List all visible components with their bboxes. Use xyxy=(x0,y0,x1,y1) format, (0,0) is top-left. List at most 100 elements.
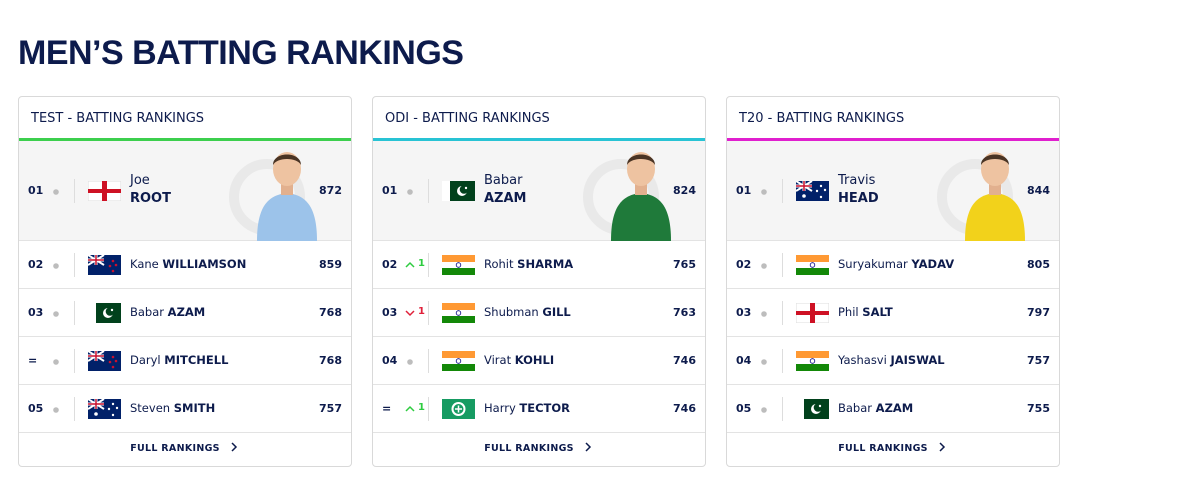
first-name: Virat xyxy=(484,353,512,367)
first-name: Yashasvi xyxy=(838,353,887,367)
player-silhouette xyxy=(965,152,1025,241)
rating: 768 xyxy=(319,354,342,367)
movement xyxy=(759,306,781,320)
ranking-row: 02 Kane WILLIAMSON 859 xyxy=(19,241,351,289)
player-name: Babar AZAM xyxy=(838,401,913,415)
no-change-dot xyxy=(761,359,767,365)
first-name: Daryl xyxy=(130,353,161,367)
rating: 757 xyxy=(319,402,342,415)
link-text: FULL RANKINGS xyxy=(838,443,928,454)
no-change-dot xyxy=(53,359,59,365)
ranking-row: 03 Phil SALT 797 xyxy=(727,289,1059,337)
no-change-dot xyxy=(407,359,413,365)
ranking-row: 05 Babar AZAM 755 xyxy=(727,385,1059,433)
ranking-card: TEST - BATTING RANKINGS 01 Joe ROOT 872 02 Kan… xyxy=(18,96,352,467)
no-change-dot xyxy=(53,263,59,269)
first-name: Babar xyxy=(838,401,873,415)
last-name: WILLIAMSON xyxy=(162,257,247,271)
separator xyxy=(782,349,783,373)
last-name: AZAM xyxy=(484,191,527,206)
last-name: GILL xyxy=(542,305,571,319)
player-name: Kane WILLIAMSON xyxy=(130,257,246,271)
flag-icon xyxy=(88,303,121,323)
ranking-row: 01 Babar AZAM 824 xyxy=(373,141,705,241)
rating: 872 xyxy=(319,184,342,197)
first-name: Babar xyxy=(130,305,165,319)
rank: 03 xyxy=(382,306,398,319)
movement xyxy=(51,184,73,198)
flag-icon xyxy=(442,255,475,275)
last-name: MITCHELL xyxy=(164,353,229,367)
card-title: ODI - BATTING RANKINGS xyxy=(385,111,550,126)
rank: 01 xyxy=(28,184,44,197)
accent-bar xyxy=(727,138,1059,141)
last-name: SALT xyxy=(862,305,893,319)
flag-icon xyxy=(442,303,475,323)
last-name: JAISWAL xyxy=(890,353,945,367)
flag xyxy=(442,303,475,323)
rank: 05 xyxy=(736,402,752,415)
ranking-row: 02 Suryakumar YADAV 805 xyxy=(727,241,1059,289)
change: 1 xyxy=(418,258,425,269)
flag-icon xyxy=(796,255,829,275)
no-change-dot xyxy=(761,189,767,195)
movement xyxy=(51,354,73,368)
separator xyxy=(428,397,429,421)
full-rankings-link[interactable]: FULL RANKINGS xyxy=(19,442,351,454)
first-name: Phil xyxy=(838,305,859,319)
rating: 805 xyxy=(1027,258,1050,271)
flag xyxy=(795,302,830,324)
player-name: Steven SMITH xyxy=(130,401,215,415)
movement xyxy=(51,306,73,320)
player-photo xyxy=(605,145,677,241)
change: 1 xyxy=(418,306,425,317)
rank: 02 xyxy=(736,258,752,271)
rank: 04 xyxy=(736,354,752,367)
full-rankings-link[interactable]: FULL RANKINGS xyxy=(373,442,705,454)
ranking-row: 04 Virat KOHLI 746 xyxy=(373,337,705,385)
rating: 763 xyxy=(673,306,696,319)
separator xyxy=(428,179,429,203)
full-rankings-link[interactable]: FULL RANKINGS xyxy=(727,442,1059,454)
rank: 02 xyxy=(382,258,398,271)
flag xyxy=(87,254,121,275)
separator xyxy=(74,349,75,373)
last-name: AZAM xyxy=(875,401,914,415)
last-name: HEAD xyxy=(838,191,879,206)
movement xyxy=(405,184,427,198)
flag-icon xyxy=(795,302,830,324)
movement xyxy=(759,184,781,198)
last-name: KOHLI xyxy=(514,353,555,367)
accent-bar xyxy=(373,138,705,141)
movement xyxy=(51,258,73,272)
rating: 824 xyxy=(673,184,696,197)
last-name: SMITH xyxy=(173,401,216,415)
first-name: Kane xyxy=(130,257,159,271)
first-name: Suryakumar xyxy=(838,257,908,271)
ranking-card: ODI - BATTING RANKINGS 01 Babar AZAM 824 02 1 R… xyxy=(372,96,706,467)
rating: 757 xyxy=(1027,354,1050,367)
rank: = xyxy=(382,402,392,415)
ranking-card: T20 - BATTING RANKINGS 01 Travis HEAD 844 02 S… xyxy=(726,96,1060,467)
separator xyxy=(428,349,429,373)
ranking-row: 02 1 Rohit SHARMA 765 xyxy=(373,241,705,289)
rating: 844 xyxy=(1027,184,1050,197)
chevron xyxy=(928,442,948,454)
card-title: TEST - BATTING RANKINGS xyxy=(31,111,205,126)
movement xyxy=(51,402,73,416)
flag-icon xyxy=(795,180,829,201)
rating: 768 xyxy=(319,306,342,319)
chevron xyxy=(574,442,594,454)
card-title: T20 - BATTING RANKINGS xyxy=(739,111,905,126)
flag-icon xyxy=(87,398,121,419)
ranking-row: 01 Travis HEAD 844 xyxy=(727,141,1059,241)
player-silhouette xyxy=(611,152,671,241)
flag-icon xyxy=(442,399,475,419)
movement xyxy=(759,402,781,416)
first-name: Travis xyxy=(838,173,876,188)
rating: 746 xyxy=(673,354,696,367)
flag-icon xyxy=(442,181,475,201)
first-name: Harry xyxy=(484,401,516,415)
no-change-dot xyxy=(761,263,767,269)
player-name: Phil SALT xyxy=(838,305,893,319)
